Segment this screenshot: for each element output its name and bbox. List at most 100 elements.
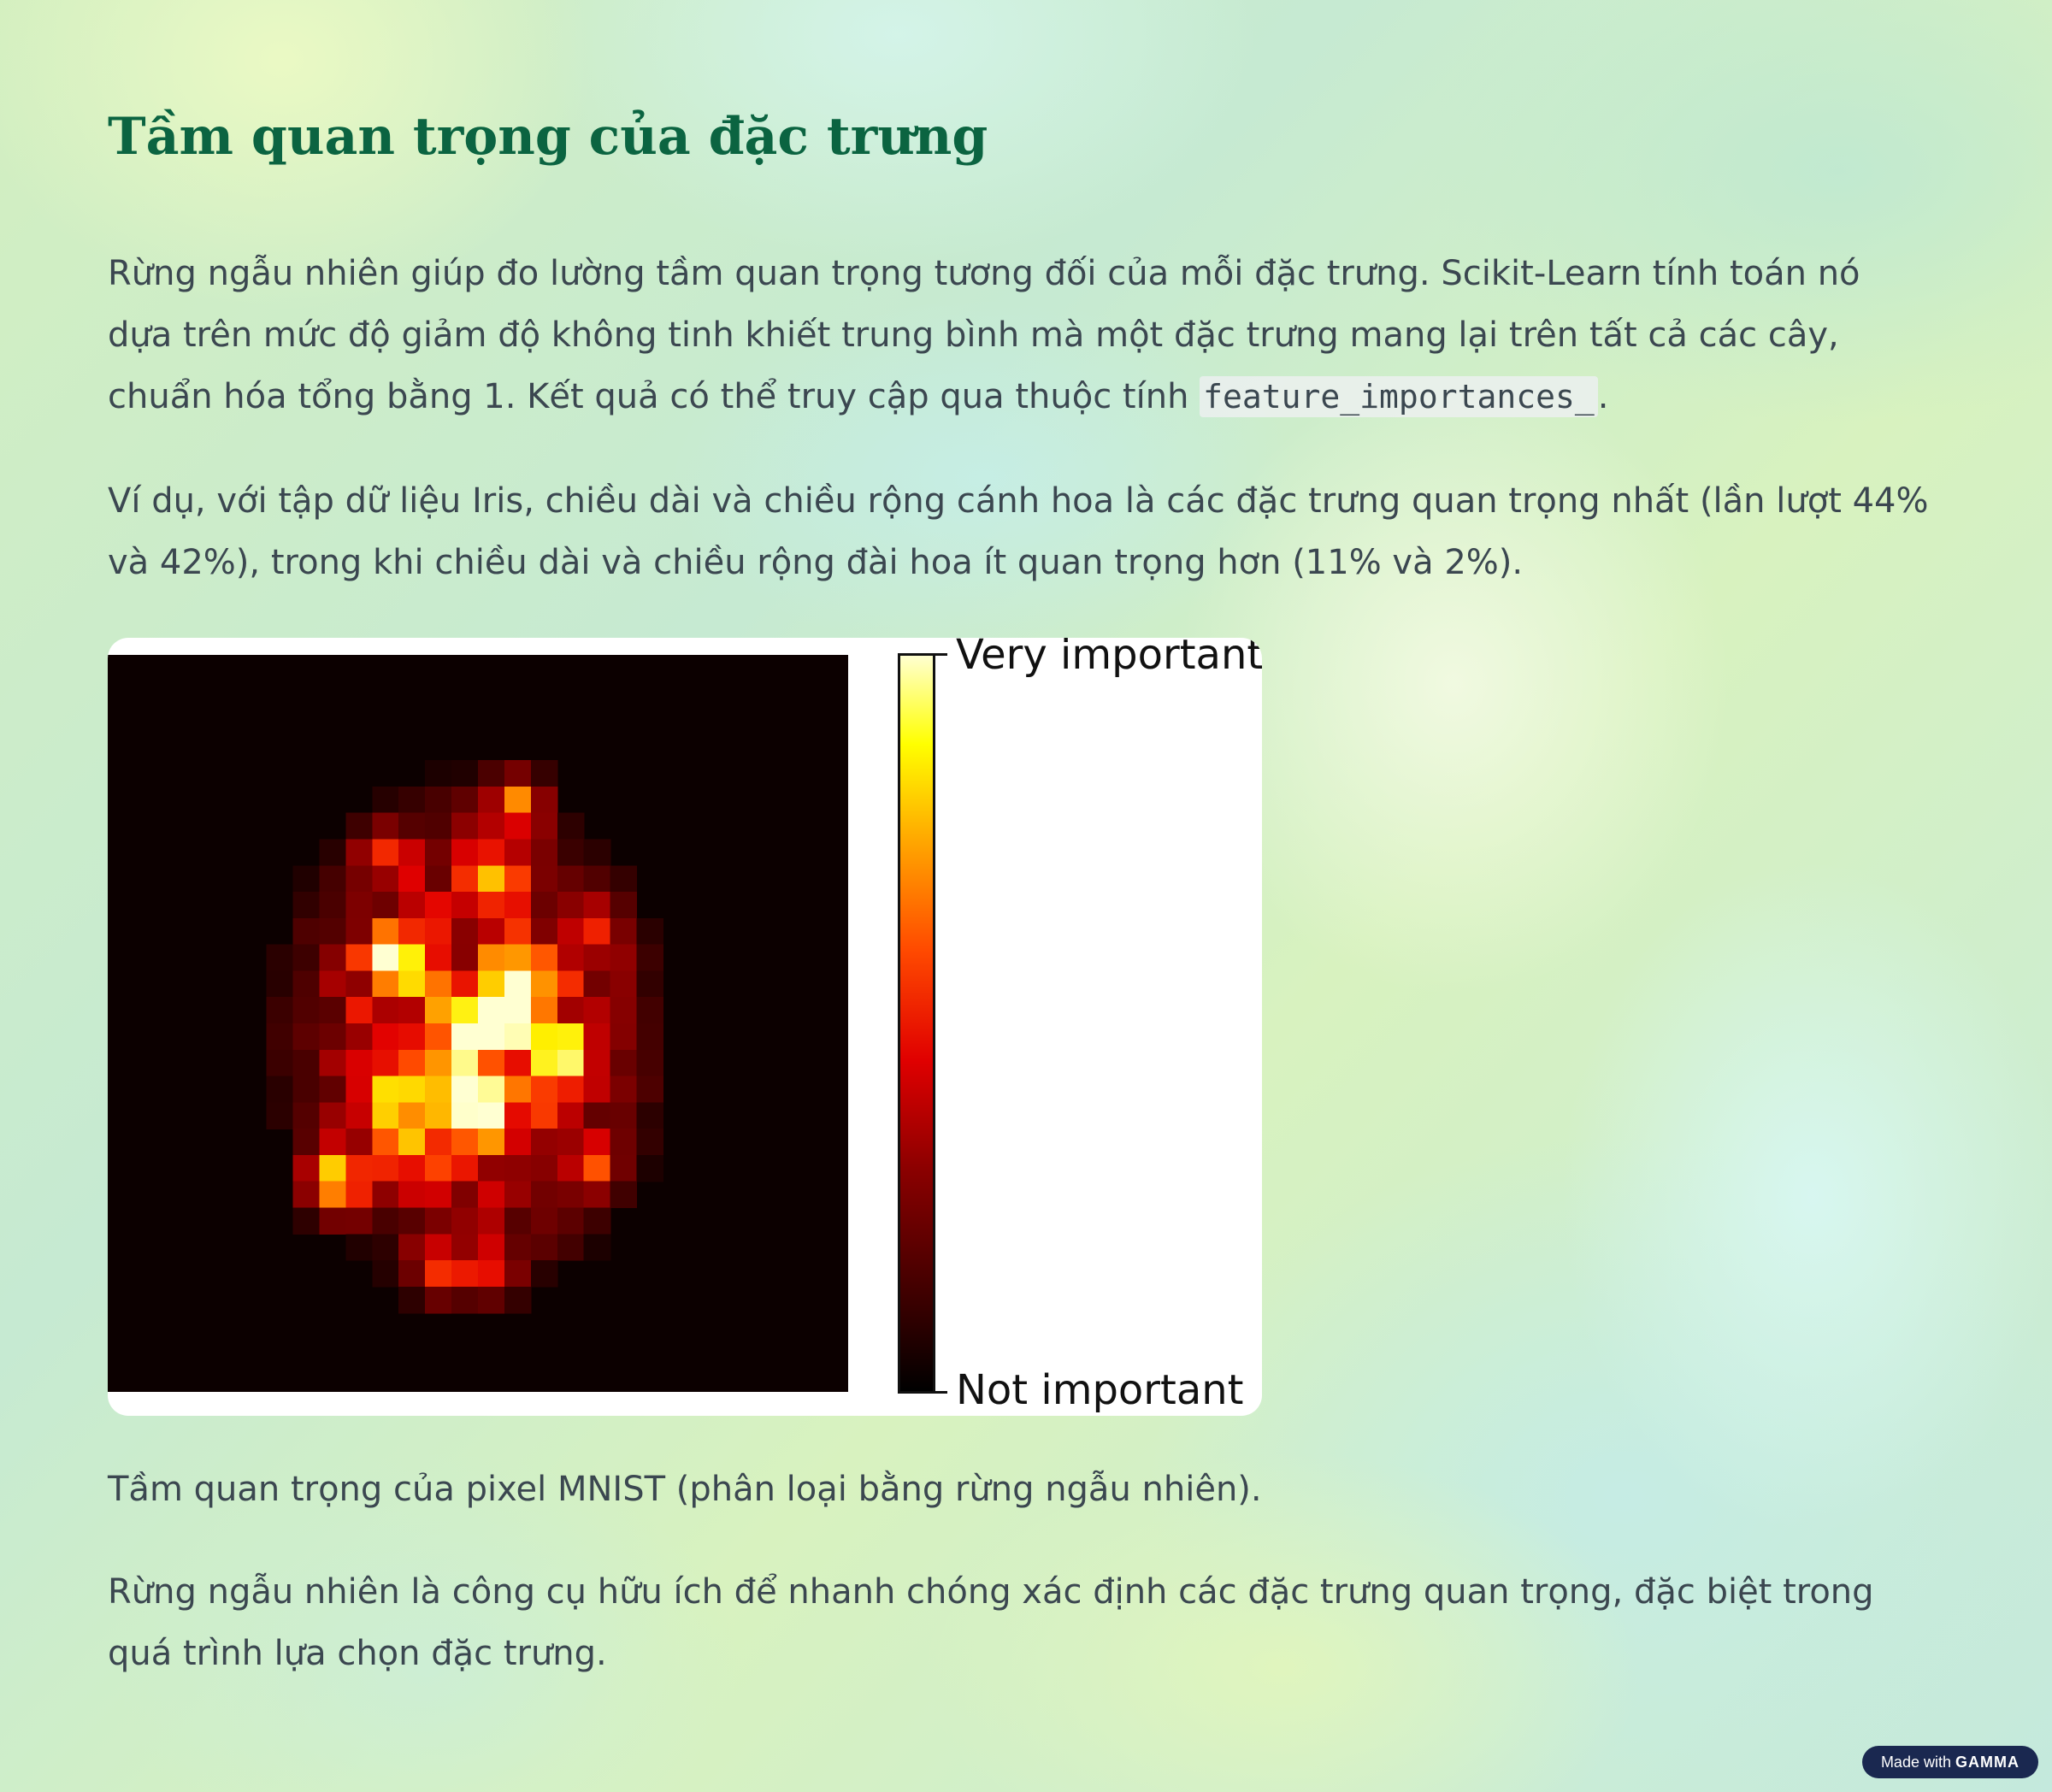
- heatmap-pixel: [425, 1129, 452, 1156]
- heatmap-pixel: [530, 1076, 558, 1103]
- heatmap-pixel: [266, 1023, 294, 1051]
- heatmap-pixel: [398, 1154, 426, 1182]
- heatmap-pixel: [504, 917, 532, 946]
- heatmap-pixel: [478, 1129, 505, 1156]
- heatmap-pixel: [292, 1023, 321, 1051]
- heatmap-pixel: [425, 1049, 452, 1077]
- heatmap-pixel: [292, 1181, 321, 1209]
- heatmap-pixel: [636, 1154, 664, 1182]
- heatmap-pixel: [398, 1049, 426, 1077]
- heatmap-pixel: [530, 1023, 558, 1051]
- heatmap-pixel: [372, 1154, 399, 1182]
- heatmap-pixel: [345, 970, 373, 998]
- heatmap-pixel: [292, 1076, 321, 1103]
- heatmap-pixel: [504, 812, 532, 840]
- heatmap-pixel: [583, 1234, 611, 1261]
- heatmap-pixel: [292, 970, 321, 998]
- heatmap-pixel: [530, 917, 558, 946]
- heatmap-pixel: [451, 812, 479, 840]
- heatmap-pixel: [530, 1207, 558, 1235]
- heatmap-pixel: [345, 865, 373, 893]
- heatmap-pixel: [398, 892, 426, 919]
- heatmap-pixel: [451, 944, 479, 972]
- heatmap-pixel: [451, 1260, 479, 1288]
- heatmap-pixel: [425, 970, 452, 998]
- feature-importances-code: feature_importances_: [1200, 376, 1598, 417]
- heatmap-pixel: [478, 1154, 505, 1182]
- heatmap-pixel: [319, 944, 346, 972]
- heatmap-pixel: [610, 1154, 638, 1182]
- heatmap-pixel: [583, 1023, 611, 1051]
- colorbar-label-not-important: Not important: [956, 1366, 1244, 1414]
- intro-text: Rừng ngẫu nhiên giúp đo lường tầm quan t…: [108, 254, 1860, 416]
- heatmap-pixel: [292, 917, 321, 946]
- heatmap-pixel: [425, 1076, 452, 1103]
- heatmap-pixel: [610, 1102, 638, 1129]
- heatmap-pixel: [504, 1023, 532, 1051]
- heatmap-pixel: [398, 1102, 426, 1129]
- heatmap-pixel: [451, 1076, 479, 1103]
- heatmap-pixel: [583, 997, 611, 1024]
- heatmap-pixel: [478, 760, 505, 787]
- heatmap-pixel: [319, 997, 346, 1024]
- heatmap-pixel: [636, 1102, 664, 1129]
- heatmap-pixel: [398, 1260, 426, 1288]
- heatmap-pixel: [345, 1129, 373, 1156]
- heatmap-pixel: [345, 1049, 373, 1077]
- heatmap-pixel: [478, 1181, 505, 1209]
- heatmap-pixel: [345, 917, 373, 946]
- heatmap-pixel: [610, 970, 638, 998]
- heatmap-pixel: [583, 1129, 611, 1156]
- heatmap-pixel: [319, 1181, 346, 1209]
- heatmap-pixel: [451, 1181, 479, 1209]
- heatmap-pixel: [425, 1234, 452, 1261]
- heatmap-pixel: [478, 786, 505, 814]
- heatmap-pixel: [345, 1207, 373, 1235]
- heatmap-pixel: [478, 1207, 505, 1235]
- heatmap-pixel: [372, 1076, 399, 1103]
- heatmap-pixel: [610, 944, 638, 972]
- heatmap-pixel: [478, 917, 505, 946]
- heatmap-pixel: [319, 1049, 346, 1077]
- colorbar-tick-bottom: [935, 1391, 947, 1394]
- heatmap-pixel: [319, 1207, 346, 1235]
- heatmap-pixel: [425, 839, 452, 866]
- heatmap-pixel: [504, 1049, 532, 1077]
- heatmap-pixel: [557, 1207, 585, 1235]
- heatmap-pixel: [425, 1207, 452, 1235]
- heatmap-pixel: [557, 812, 585, 840]
- heatmap-pixel: [504, 865, 532, 893]
- made-with-gamma-badge[interactable]: Made with GAMMA: [1861, 1746, 2038, 1778]
- heatmap-pixel: [345, 997, 373, 1024]
- heatmap-pixel: [530, 892, 558, 919]
- heatmap-pixel: [425, 760, 452, 787]
- heatmap-pixel: [557, 1154, 585, 1182]
- heatmap-pixel: [583, 1049, 611, 1077]
- heatmap-pixel: [319, 1129, 346, 1156]
- heatmap-pixel: [292, 1102, 321, 1129]
- heatmap-pixel: [478, 1234, 505, 1261]
- heatmap-pixel: [478, 1286, 505, 1314]
- heatmap-pixel: [583, 1181, 611, 1209]
- heatmap-pixel: [451, 1154, 479, 1182]
- heatmap-pixel: [504, 997, 532, 1024]
- heatmap-pixel: [451, 760, 479, 787]
- heatmap-pixel: [530, 1049, 558, 1077]
- heatmap-pixel: [530, 970, 558, 998]
- heatmap-pixel: [557, 970, 585, 998]
- heatmap-pixel: [610, 1076, 638, 1103]
- heatmap-pixel: [372, 1260, 399, 1288]
- intro-paragraph: Rừng ngẫu nhiên giúp đo lường tầm quan t…: [108, 243, 1929, 427]
- figure-caption: Tầm quan trọng của pixel MNIST (phân loạ…: [108, 1470, 1262, 1509]
- heatmap-pixel: [425, 917, 452, 946]
- heatmap-pixel: [583, 892, 611, 919]
- heatmap-pixel: [451, 1207, 479, 1235]
- heatmap-pixel: [557, 1049, 585, 1077]
- mnist-importance-figure: Very important Not important: [108, 638, 1262, 1416]
- heatmap-pixel: [345, 944, 373, 972]
- heatmap-pixel: [319, 865, 346, 893]
- heatmap-pixel: [583, 970, 611, 998]
- heatmap-pixel: [610, 1023, 638, 1051]
- heatmap-pixel: [451, 1102, 479, 1129]
- heatmap-pixel: [478, 1049, 505, 1077]
